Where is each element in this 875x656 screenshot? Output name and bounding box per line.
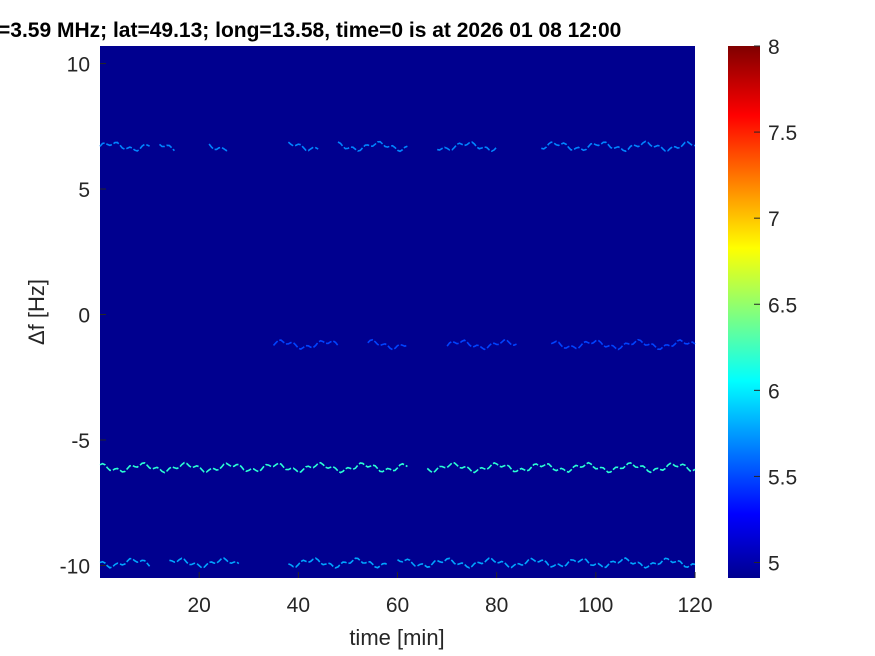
trace-segment xyxy=(99,461,408,474)
colorbar-ticks: 5 5.5 6 6.5 7 7.5 8 xyxy=(754,36,797,576)
trace-segment xyxy=(169,557,240,569)
trace-segment xyxy=(437,141,498,153)
trace-segment xyxy=(397,557,696,569)
y-tick-label: -10 xyxy=(60,555,90,578)
colorbar-tick-label: 7.5 xyxy=(768,122,797,145)
x-tick-label: 40 xyxy=(287,594,310,617)
y-axis-label: Δf [Hz] xyxy=(24,279,49,345)
trace-segment xyxy=(288,557,388,569)
y-tick-label: 10 xyxy=(67,54,90,77)
trace-segment xyxy=(208,143,230,152)
colorbar-tick-label: 5.5 xyxy=(768,466,797,489)
x-tick-label: 100 xyxy=(578,594,613,617)
trace-segment xyxy=(426,461,696,474)
trace-segment xyxy=(550,338,696,351)
colorbar-tick-label: 5 xyxy=(768,553,780,576)
y-tick-label: -5 xyxy=(71,430,90,453)
x-axis: 20 40 60 80 100 120 xyxy=(187,572,713,617)
y-axis: 10 5 0 -5 -10 xyxy=(60,54,106,578)
x-tick-label: 60 xyxy=(386,594,409,617)
x-tick-label: 20 xyxy=(187,594,210,617)
x-axis-label: time [min] xyxy=(349,625,444,650)
trace-segment xyxy=(337,140,408,153)
trace-segment xyxy=(287,141,319,152)
colorbar xyxy=(728,46,760,578)
trace-segment xyxy=(158,143,175,152)
trace-segment xyxy=(99,557,151,569)
trace-segment xyxy=(541,140,695,153)
colorbar-tick-label: 8 xyxy=(768,36,780,59)
y-tick-label: 0 xyxy=(78,305,90,328)
plot-area xyxy=(100,46,695,578)
trace-segment xyxy=(272,339,339,350)
chart-title: =3.59 MHz; lat=49.13; long=13.58, time=0… xyxy=(0,19,621,42)
colorbar-tick-label: 6 xyxy=(768,380,780,403)
colorbar-tick-label: 7 xyxy=(768,208,780,231)
trace-segment xyxy=(446,339,517,351)
trace-segment xyxy=(99,141,150,152)
y-tick-label: 5 xyxy=(78,179,90,202)
traces xyxy=(99,140,696,569)
colorbar-tick-label: 6.5 xyxy=(768,294,797,317)
x-tick-label: 120 xyxy=(677,594,712,617)
trace-segment xyxy=(367,338,408,351)
x-tick-label: 80 xyxy=(485,594,508,617)
